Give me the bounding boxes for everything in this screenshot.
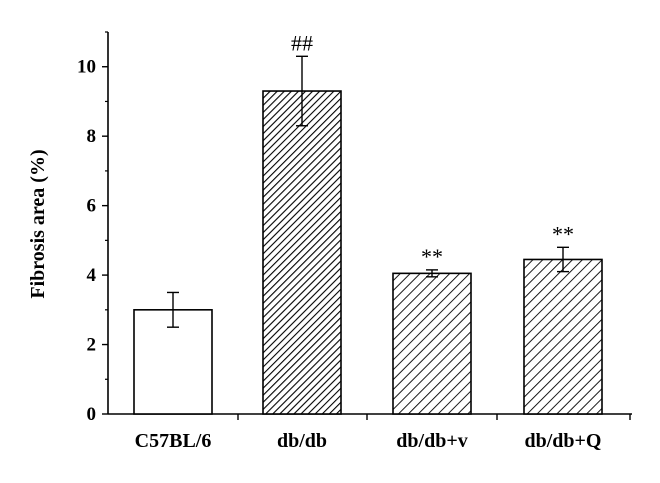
- y-tick-label: 4: [87, 265, 97, 286]
- bar: [392, 272, 472, 415]
- y-axis-title: Fibrosis area (%): [27, 149, 49, 298]
- y-tick-label: 8: [87, 126, 97, 147]
- bar: [523, 258, 603, 415]
- y-tick-label: 10: [77, 57, 96, 78]
- significance-label: ##: [291, 30, 313, 55]
- x-tick-label: db/db: [277, 430, 327, 452]
- y-tick-label: 2: [87, 335, 97, 356]
- significance-label: **: [552, 221, 574, 246]
- x-tick-label: db/db+Q: [524, 430, 601, 452]
- y-tick-label: 0: [87, 404, 97, 425]
- plot-area: 0 2 4 6 8 10 C57BL/6 ## db/db ** db/db+v ** db/db+Q: [77, 30, 632, 452]
- x-tick-label: C57BL/6: [135, 430, 212, 452]
- significance-label: **: [421, 244, 443, 269]
- bar: [262, 90, 342, 415]
- x-tick-label: db/db+v: [396, 430, 467, 452]
- y-tick-label: 6: [87, 196, 97, 217]
